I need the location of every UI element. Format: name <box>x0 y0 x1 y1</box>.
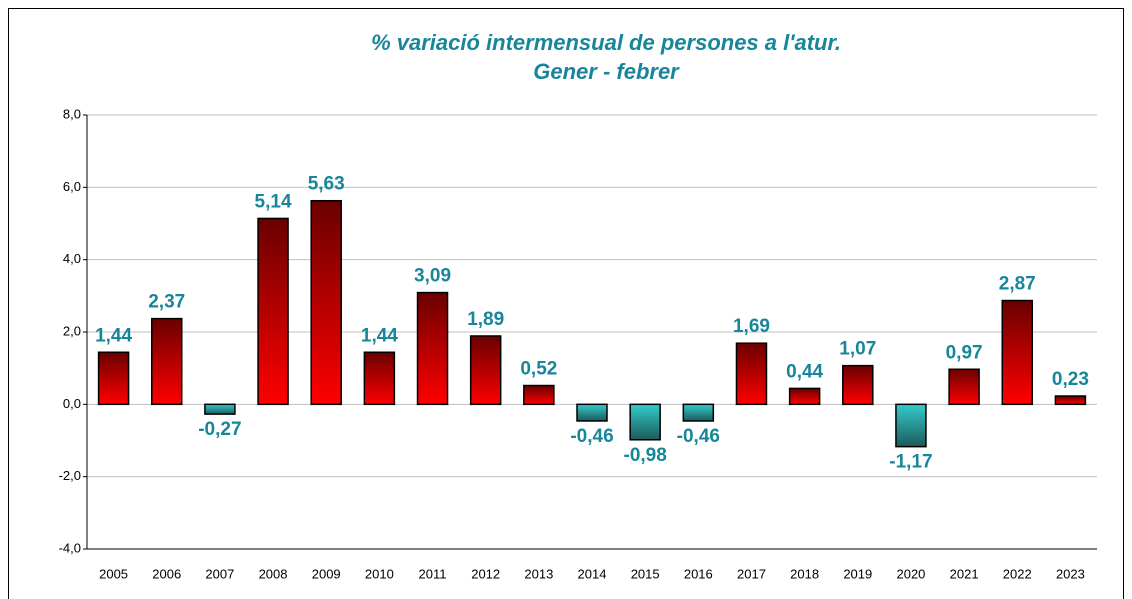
bar <box>682 403 715 422</box>
bar <box>735 342 768 406</box>
value-label: 0,44 <box>786 361 823 382</box>
chart-subtitle: Gener - febrer <box>533 59 680 84</box>
value-label: 1,69 <box>733 316 770 337</box>
y-tick-label: 8,0 <box>63 106 81 121</box>
value-label: 1,44 <box>361 325 398 346</box>
value-label: -0,46 <box>570 426 613 447</box>
x-tick-label: 2005 <box>99 566 128 581</box>
x-tick-label: 2017 <box>737 566 766 581</box>
x-tick-label: 2010 <box>365 566 394 581</box>
bar <box>204 403 236 415</box>
value-label: 1,44 <box>95 325 132 346</box>
value-label: 0,52 <box>520 359 557 380</box>
value-label: 5,63 <box>308 174 345 195</box>
bar <box>948 368 980 406</box>
value-label: 3,09 <box>414 266 451 287</box>
bar <box>97 351 130 406</box>
y-tick-label: -4,0 <box>59 540 81 555</box>
bar <box>416 291 449 406</box>
x-tick-label: 2008 <box>259 566 288 581</box>
bar <box>895 403 927 448</box>
x-tick-label: 2013 <box>524 566 553 581</box>
value-label: -0,98 <box>624 445 667 466</box>
bar <box>310 199 342 406</box>
x-tick-label: 2021 <box>950 566 979 581</box>
bar <box>523 384 555 406</box>
bar <box>788 387 821 406</box>
value-label: -0,27 <box>198 419 241 440</box>
value-label: -1,17 <box>889 452 932 473</box>
bar <box>576 403 608 422</box>
x-tick-label: 2012 <box>471 566 500 581</box>
bar <box>257 217 289 406</box>
chart-title: % variació intermensual de persones a l'… <box>371 30 841 55</box>
y-tick-label: 6,0 <box>63 179 81 194</box>
x-tick-label: 2016 <box>684 566 713 581</box>
value-label: 2,37 <box>148 292 185 313</box>
bar <box>469 335 502 406</box>
value-label: 5,14 <box>255 191 292 212</box>
y-tick-label: 0,0 <box>63 396 81 411</box>
x-tick-label: 2011 <box>419 566 447 581</box>
y-tick-label: 2,0 <box>63 323 81 338</box>
value-label: 2,87 <box>999 274 1036 295</box>
x-tick-label: 2015 <box>631 566 660 581</box>
x-tick-label: 2009 <box>312 566 341 581</box>
bar <box>363 351 396 406</box>
x-tick-label: 2006 <box>152 566 181 581</box>
y-tick-label: -2,0 <box>59 468 81 483</box>
x-tick-label: 2020 <box>896 566 925 581</box>
x-tick-label: 2022 <box>1003 566 1032 581</box>
bar <box>842 364 874 406</box>
bar <box>629 403 661 441</box>
value-label: 1,89 <box>467 309 504 330</box>
bar <box>1054 395 1087 406</box>
bar <box>150 317 183 406</box>
value-label: -0,46 <box>677 426 720 447</box>
value-label: 1,07 <box>839 339 876 360</box>
bar <box>1001 299 1034 406</box>
value-label: 0,97 <box>946 342 983 363</box>
x-tick-label: 2023 <box>1056 566 1085 581</box>
x-tick-label: 2007 <box>205 566 234 581</box>
value-label: 0,23 <box>1052 369 1089 390</box>
x-tick-label: 2018 <box>790 566 819 581</box>
frame <box>8 8 1124 599</box>
y-tick-label: 4,0 <box>63 251 81 266</box>
x-tick-label: 2014 <box>578 566 607 581</box>
x-tick-label: 2019 <box>843 566 872 581</box>
